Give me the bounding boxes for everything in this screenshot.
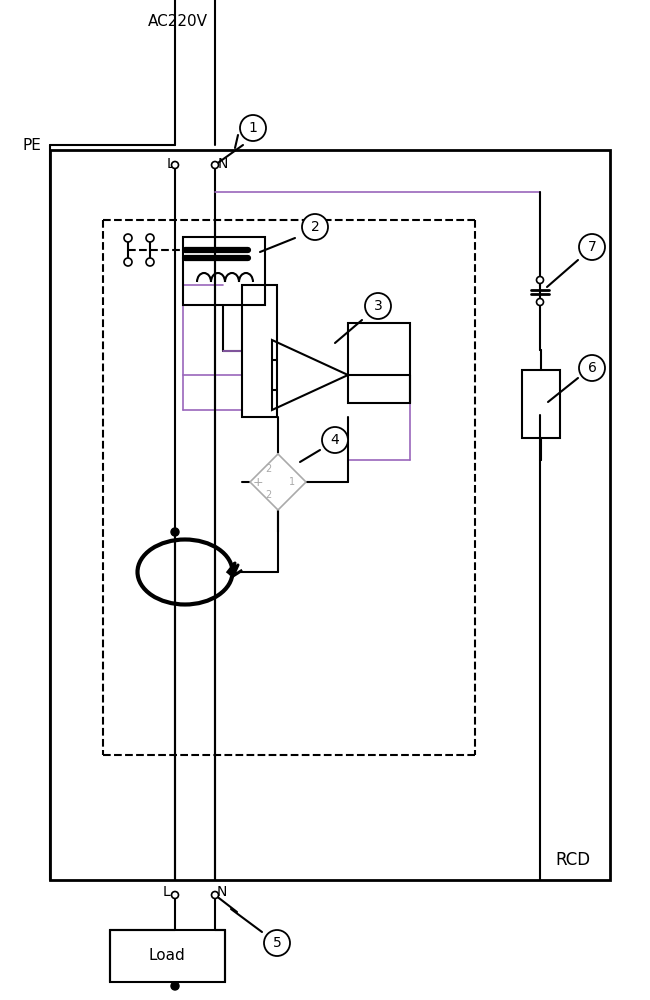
Circle shape <box>171 528 179 536</box>
Text: L: L <box>166 157 174 171</box>
Text: 1: 1 <box>248 121 257 135</box>
Circle shape <box>146 258 154 266</box>
Bar <box>522 370 560 438</box>
Bar <box>183 237 265 305</box>
Circle shape <box>365 293 391 319</box>
Circle shape <box>302 214 328 240</box>
Bar <box>348 323 410 403</box>
Circle shape <box>579 234 605 260</box>
Text: Load: Load <box>149 948 185 964</box>
Text: 6: 6 <box>588 361 597 375</box>
Text: N: N <box>218 157 228 171</box>
Text: 7: 7 <box>588 240 597 254</box>
Text: 2: 2 <box>311 220 319 234</box>
Text: N: N <box>217 885 228 899</box>
Circle shape <box>264 930 290 956</box>
Circle shape <box>124 258 132 266</box>
Text: PE: PE <box>22 137 41 152</box>
Text: 5: 5 <box>272 936 281 950</box>
Circle shape <box>211 161 218 168</box>
Text: +: + <box>253 476 263 488</box>
Circle shape <box>240 115 266 141</box>
Bar <box>242 285 277 417</box>
Text: 4: 4 <box>331 433 339 447</box>
Circle shape <box>124 234 132 242</box>
Circle shape <box>146 234 154 242</box>
Text: 1: 1 <box>289 477 295 487</box>
Text: AC220V: AC220V <box>148 14 208 29</box>
Bar <box>110 930 225 982</box>
Circle shape <box>172 892 179 898</box>
Circle shape <box>579 355 605 381</box>
Circle shape <box>322 427 348 453</box>
Circle shape <box>536 276 543 284</box>
Circle shape <box>211 892 218 898</box>
Circle shape <box>171 982 179 990</box>
Bar <box>50 150 610 880</box>
Circle shape <box>172 161 179 168</box>
Text: 2: 2 <box>265 464 271 474</box>
Text: 2: 2 <box>265 490 271 500</box>
Circle shape <box>536 298 543 306</box>
Text: 3: 3 <box>374 299 382 313</box>
Text: L: L <box>163 885 171 899</box>
Text: RCD: RCD <box>555 851 590 869</box>
